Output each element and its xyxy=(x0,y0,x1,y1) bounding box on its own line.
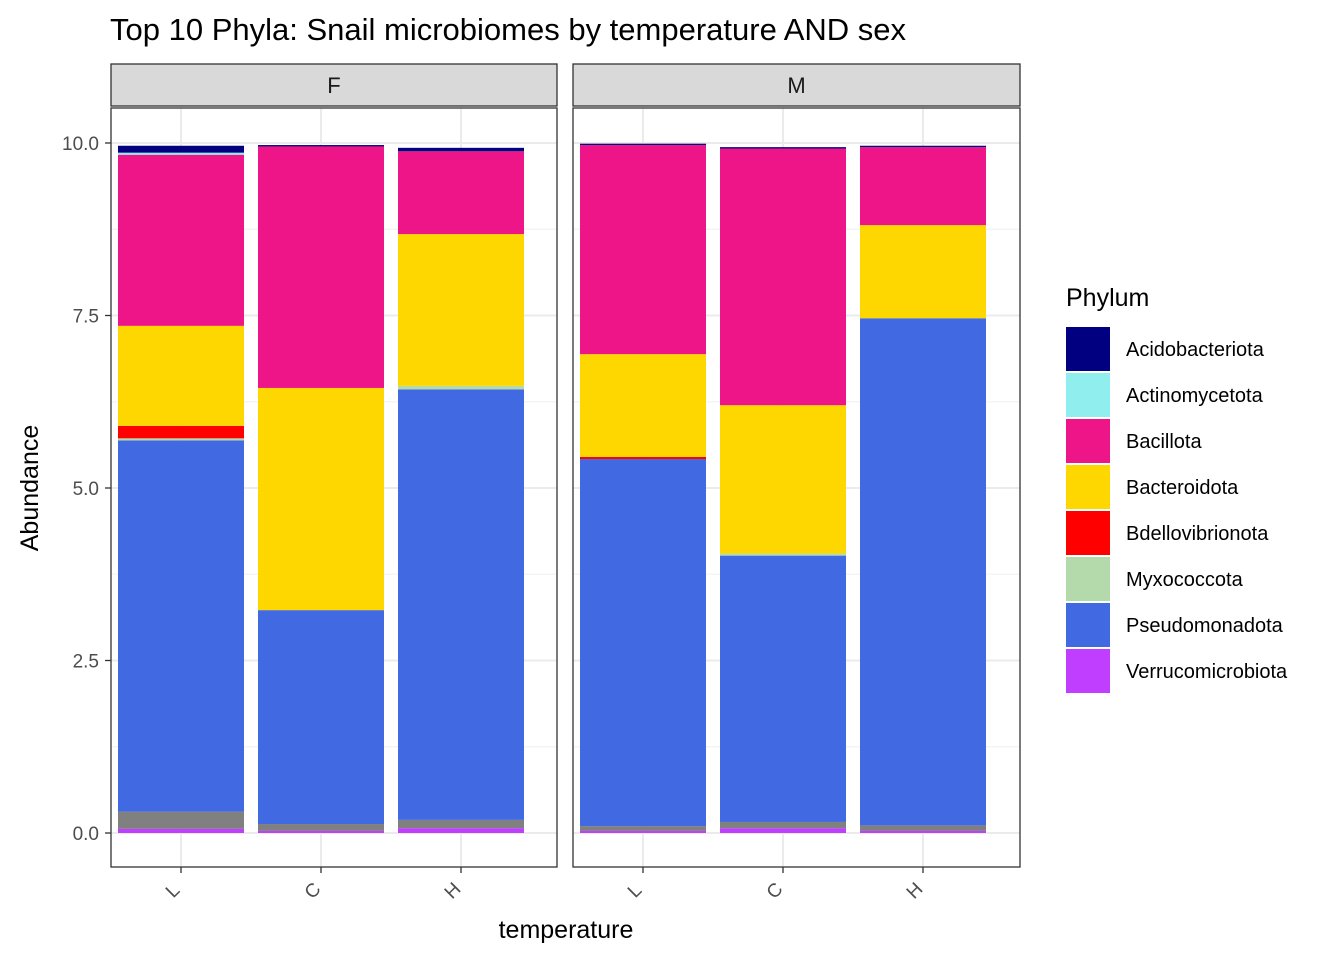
bar-segment-acidobacteriota xyxy=(720,147,846,149)
legend-label: Verrucomicrobiota xyxy=(1126,661,1288,683)
y-tick-label: 2.5 xyxy=(73,652,99,673)
facet-strip xyxy=(572,63,1021,107)
y-tick-label: 0.0 xyxy=(73,824,99,845)
legend-label: Bacteroidota xyxy=(1126,477,1239,499)
bar-segment-bacteroidota xyxy=(258,387,384,611)
facet-strip-label: F xyxy=(327,73,340,98)
legend-key xyxy=(1066,327,1110,371)
legend-key xyxy=(1066,557,1110,601)
bar-segment-verrucomicrobiota xyxy=(860,830,986,833)
bar-segment-pseudomonadota xyxy=(720,555,846,822)
bar-segment-verrucomicrobiota xyxy=(118,828,244,833)
bar-segment-other xyxy=(118,811,244,829)
legend-key xyxy=(1066,419,1110,463)
bar-segment-acidobacteriota xyxy=(580,143,706,146)
y-tick-label: 10.0 xyxy=(62,134,99,155)
legend-label: Myxococcota xyxy=(1126,569,1244,591)
x-tick-label: L xyxy=(624,880,646,902)
facet-panels: F L C H 0.0 2.5 5.0 7.5 10.0 M L C H xyxy=(62,63,1021,904)
bar-segment-myxococcota xyxy=(398,385,524,390)
bar-segment-myxococcota xyxy=(118,438,244,441)
facet-panel-M: M L C H xyxy=(572,63,1021,904)
bar-segment-pseudomonadota xyxy=(258,610,384,825)
facet-strip-label: M xyxy=(787,73,805,98)
bar-segment-acidobacteriota xyxy=(118,145,244,153)
bar-segment-verrucomicrobiota xyxy=(258,830,384,833)
legend-item: Acidobacteriota xyxy=(1066,327,1265,371)
legend-key xyxy=(1066,465,1110,509)
facet-strip xyxy=(110,63,558,107)
bar-segment-bacillota xyxy=(118,154,244,326)
legend-label: Pseudomonadota xyxy=(1126,615,1284,637)
legend-title: Phylum xyxy=(1066,284,1149,312)
bar-segment-bacteroidota xyxy=(720,405,846,554)
legend-item: Pseudomonadota xyxy=(1066,603,1284,647)
bar-segment-bacillota xyxy=(258,146,384,388)
legend: Phylum Acidobacteriota Actinomycetota Baci… xyxy=(1066,284,1288,693)
x-tick-label: H xyxy=(903,879,928,904)
bar-F-C xyxy=(258,145,384,833)
bar-segment-bacteroidota xyxy=(860,225,986,319)
facet-panel-F: F L C H 0.0 2.5 5.0 7.5 10.0 xyxy=(62,63,558,904)
bar-segment-bacteroidota xyxy=(580,354,706,457)
x-axis-title: temperature xyxy=(499,916,634,944)
legend-item: Bdellovibrionota xyxy=(1066,511,1269,555)
bar-segment-actinomycetota xyxy=(118,152,244,155)
bar-segment-bacillota xyxy=(720,148,846,406)
legend-label: Bacillota xyxy=(1126,431,1202,453)
bar-segment-other xyxy=(720,821,846,829)
bar-M-C xyxy=(720,147,846,833)
legend-label: Acidobacteriota xyxy=(1126,339,1265,361)
legend-item: Bacteroidota xyxy=(1066,465,1239,509)
x-tick-label: H xyxy=(441,879,466,904)
bar-segment-acidobacteriota xyxy=(860,145,986,148)
legend-key xyxy=(1066,373,1110,417)
bar-segment-other xyxy=(258,824,384,831)
x-tick-label: C xyxy=(763,879,788,904)
bar-segment-pseudomonadota xyxy=(398,389,524,820)
legend-item: Actinomycetota xyxy=(1066,373,1264,417)
bar-segment-other xyxy=(860,825,986,831)
bar-segment-bacillota xyxy=(398,151,524,235)
y-tick-label: 5.0 xyxy=(73,479,99,500)
bar-segment-pseudomonadota xyxy=(580,459,706,827)
x-tick-label: C xyxy=(301,879,326,904)
legend-key xyxy=(1066,511,1110,555)
legend-item: Myxococcota xyxy=(1066,557,1244,601)
bar-segment-verrucomicrobiota xyxy=(398,828,524,833)
bar-F-L xyxy=(118,145,244,833)
bar-M-L xyxy=(580,143,706,833)
bar-segment-verrucomicrobiota xyxy=(720,828,846,833)
bar-segment-other xyxy=(580,826,706,831)
legend-item: Verrucomicrobiota xyxy=(1066,649,1288,693)
bar-M-H xyxy=(860,145,986,833)
bar-segment-bacillota xyxy=(580,145,706,355)
legend-key xyxy=(1066,603,1110,647)
bar-segment-acidobacteriota xyxy=(258,145,384,147)
bar-segment-bdellovibrionota xyxy=(118,425,244,439)
bar-segment-bacteroidota xyxy=(398,234,524,386)
bar-F-H xyxy=(398,147,524,833)
bar-segment-pseudomonadota xyxy=(860,318,986,826)
bar-segment-verrucomicrobiota xyxy=(580,830,706,833)
bar-segment-other xyxy=(398,819,524,829)
panel-border xyxy=(572,107,1021,868)
chart-title: Top 10 Phyla: Snail microbiomes by tempe… xyxy=(110,12,907,47)
bar-segment-bacillota xyxy=(860,147,986,226)
legend-item: Bacillota xyxy=(1066,419,1202,463)
bar-segment-pseudomonadota xyxy=(118,440,244,812)
bar-segment-bdellovibrionota xyxy=(580,456,706,460)
y-axis-title: Abundance xyxy=(16,425,44,552)
bar-segment-acidobacteriota xyxy=(398,147,524,152)
x-tick-label: L xyxy=(162,880,184,902)
bar-segment-myxococcota xyxy=(720,553,846,556)
legend-key xyxy=(1066,649,1110,693)
bar-segment-bacteroidota xyxy=(118,325,244,426)
legend-label: Bdellovibrionota xyxy=(1126,523,1269,545)
y-tick-label: 7.5 xyxy=(73,307,99,328)
legend-label: Actinomycetota xyxy=(1126,385,1264,407)
